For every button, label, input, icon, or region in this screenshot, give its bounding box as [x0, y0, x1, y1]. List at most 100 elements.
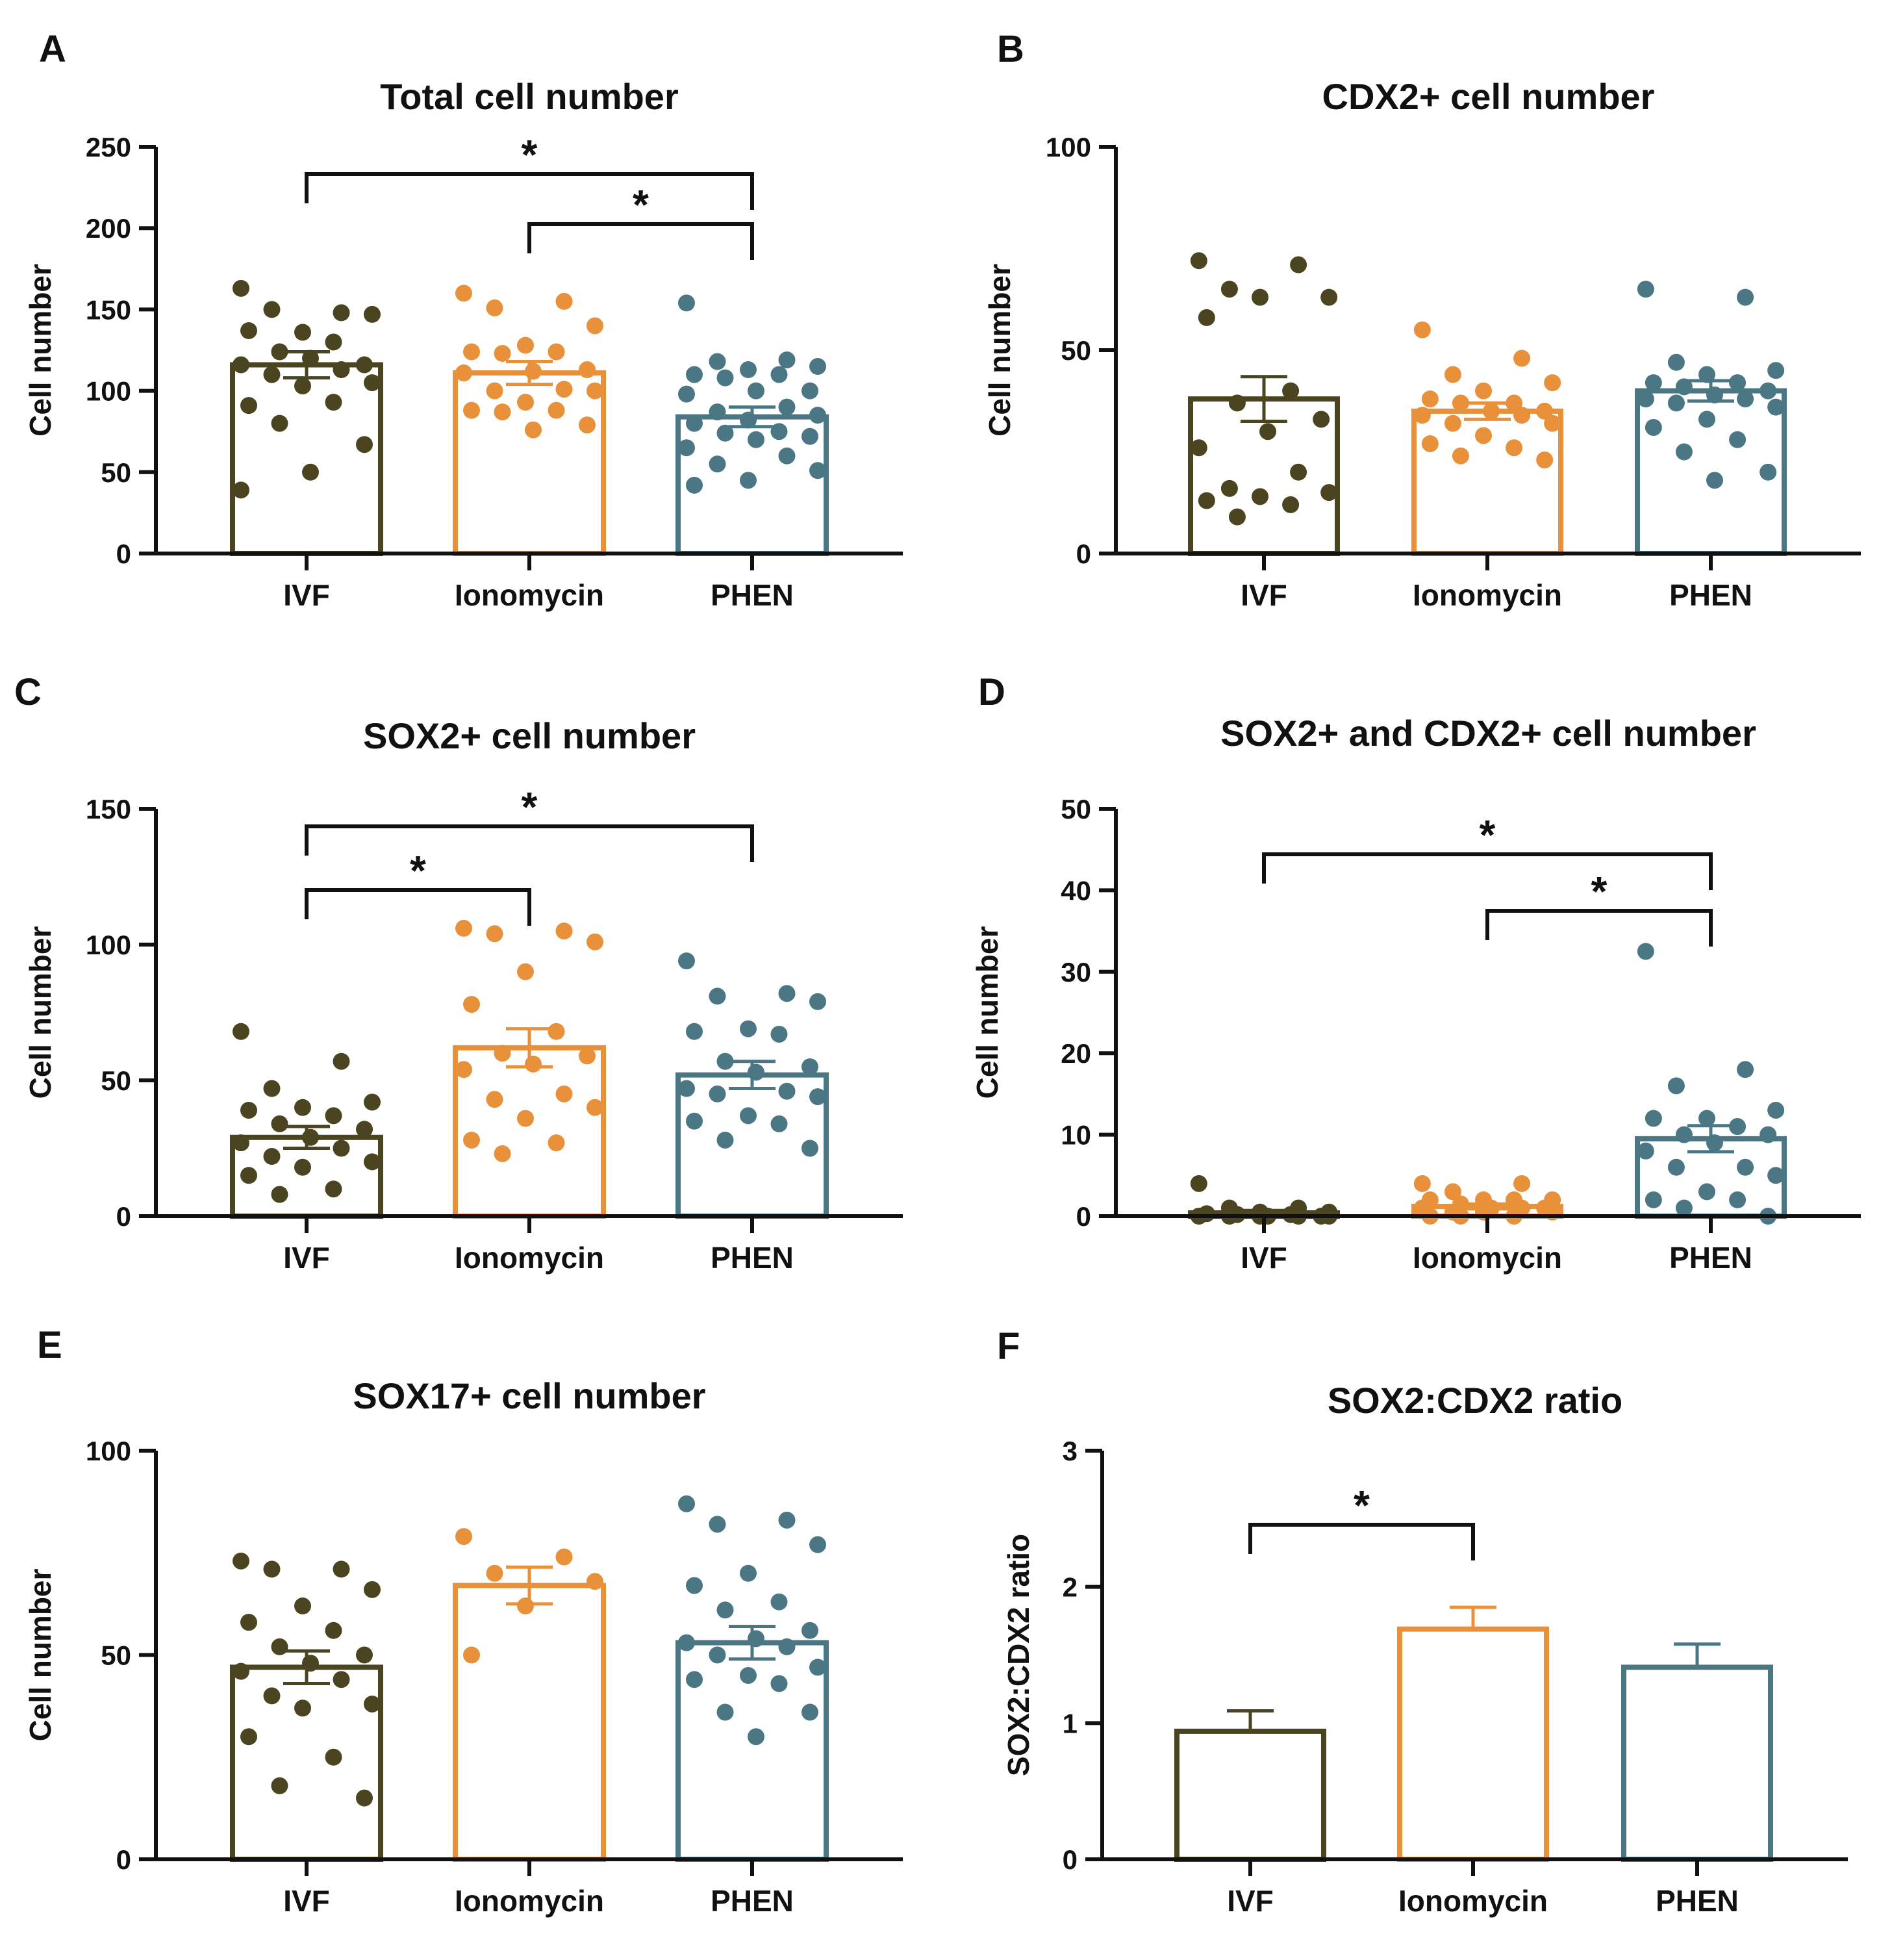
data-point [302, 463, 319, 481]
data-point [1252, 488, 1268, 505]
data-point [740, 1564, 757, 1582]
data-point [587, 317, 603, 335]
data-point [463, 1646, 480, 1664]
data-point [716, 369, 734, 387]
data-point [333, 1560, 350, 1578]
data-point [555, 1085, 573, 1102]
data-point [325, 1748, 342, 1766]
data-point [1698, 366, 1715, 383]
data-point [1220, 479, 1238, 497]
data-point [801, 382, 818, 400]
data-point [686, 1023, 703, 1040]
data-point [678, 1634, 695, 1651]
data-point [748, 431, 764, 448]
data-point [1320, 288, 1338, 306]
data-point [1737, 390, 1754, 408]
data-point [263, 1148, 281, 1165]
y-tick-label: 0 [1063, 1844, 1078, 1875]
data-point [809, 993, 826, 1010]
x-category-label: Ionomycin [455, 578, 604, 612]
data-point [1513, 407, 1531, 424]
y-tick-label: 20 [1061, 1038, 1091, 1069]
y-tick-label: 0 [1076, 1201, 1091, 1232]
data-point [1544, 414, 1561, 432]
data-point [1444, 366, 1461, 383]
data-point [455, 1061, 472, 1078]
data-point [801, 1058, 818, 1076]
significance-bracket [1248, 1523, 1475, 1560]
data-point [678, 1495, 695, 1512]
data-point [463, 1131, 480, 1149]
data-point [1413, 1175, 1431, 1192]
data-point [233, 1023, 249, 1040]
data-point [579, 416, 596, 434]
data-point [686, 1112, 703, 1130]
data-point [240, 1728, 257, 1746]
data-point [1259, 423, 1276, 440]
y-tick-label: 0 [116, 1201, 131, 1232]
data-point [463, 995, 480, 1013]
data-point [333, 304, 350, 322]
y-tick-label: 10 [1061, 1120, 1091, 1151]
x-category-label: Ionomycin [1398, 1884, 1548, 1918]
x-category-label: PHEN [711, 1884, 794, 1918]
y-tick-label: 0 [116, 539, 131, 569]
data-point [709, 987, 726, 1005]
data-point [525, 363, 542, 380]
data-point [1675, 1126, 1693, 1143]
y-tick-label: 100 [1046, 132, 1091, 162]
data-point [686, 1577, 703, 1594]
data-point [525, 1055, 542, 1073]
data-point [587, 933, 603, 950]
data-point [709, 455, 726, 473]
data-point [770, 1593, 788, 1610]
data-point [364, 1153, 381, 1171]
data-point [1760, 463, 1777, 481]
data-point [294, 324, 311, 341]
data-point [1444, 1183, 1461, 1201]
data-point [1706, 472, 1723, 489]
data-point [1282, 382, 1300, 400]
y-tick-label: 150 [86, 294, 131, 325]
data-point [364, 374, 381, 392]
chart-title: SOX2+ and CDX2+ cell number [1220, 713, 1756, 754]
data-point [555, 923, 573, 940]
data-point [364, 1581, 381, 1598]
x-category-label: PHEN [1656, 1884, 1739, 1918]
x-category-label: Ionomycin [455, 1241, 604, 1275]
data-point [740, 1107, 757, 1125]
y-tick-label: 40 [1061, 875, 1091, 906]
data-point [1675, 443, 1693, 461]
data-point [809, 1659, 826, 1676]
data-point [1421, 390, 1439, 408]
data-point [1320, 484, 1338, 502]
significance-bracket [527, 222, 754, 260]
data-point [709, 1646, 726, 1664]
data-point [494, 403, 511, 421]
data-point [1667, 394, 1685, 412]
data-point [325, 1622, 342, 1639]
panel-letter: F [997, 1325, 1020, 1368]
data-point [1729, 374, 1747, 392]
y-tick-label: 100 [86, 930, 131, 960]
x-category-label: Ionomycin [1413, 578, 1562, 612]
data-point [1737, 1158, 1754, 1176]
significance-star: * [522, 131, 538, 178]
data-point [740, 361, 757, 379]
data-point [1513, 1175, 1531, 1192]
data-point [678, 1080, 695, 1097]
data-point [770, 1025, 788, 1043]
x-category-label: IVF [283, 1241, 330, 1275]
data-point [294, 377, 311, 395]
data-point [517, 1597, 534, 1615]
data-point [579, 361, 596, 379]
data-point [240, 397, 257, 414]
data-point [240, 1614, 257, 1631]
data-point [240, 1167, 257, 1184]
data-point [263, 301, 281, 318]
data-point [233, 1552, 249, 1570]
data-point [778, 351, 796, 369]
data-point [271, 1186, 288, 1203]
data-point [555, 1548, 573, 1566]
